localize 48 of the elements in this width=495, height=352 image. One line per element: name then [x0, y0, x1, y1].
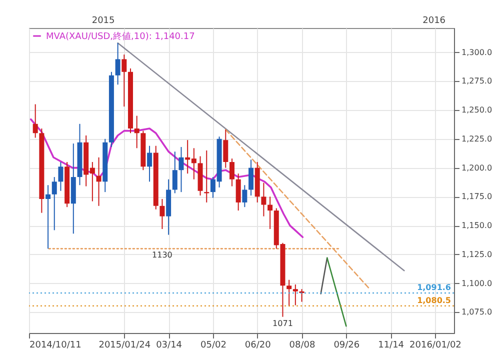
legend-label: MVA(XAU/USD,終値,10): 1,140.17 [46, 31, 195, 42]
y-tick-label: 1,300.0 [462, 48, 492, 57]
y-tick-label: 1,200.0 [462, 163, 492, 172]
candlestick [122, 54, 127, 108]
x-tick-label: 09/26 [334, 340, 360, 350]
candlestick [223, 129, 228, 168]
x-tick-label: 2014/10/11 [30, 340, 82, 350]
candlestick [236, 173, 241, 212]
x2-tick-label: 2015 [92, 16, 115, 26]
y-tick-label: 1,125.0 [462, 250, 492, 259]
y-tick-label: 1,100.0 [462, 278, 492, 288]
x-tick-label: 06/20 [244, 340, 272, 350]
candlestick [32, 104, 38, 138]
candlestick [178, 146, 184, 193]
y-tick-label: 1,275.0 [462, 76, 492, 86]
x-tick-label: 2016/01/02 [410, 340, 462, 350]
y-tick-label: 1,175.0 [462, 192, 492, 202]
candlestick [96, 156, 102, 206]
x2-tick-label: 2016 [422, 16, 446, 26]
candlestick [248, 159, 254, 196]
candlestick [286, 279, 292, 307]
candlestick [52, 176, 57, 231]
x-tick-label: 05/02 [200, 340, 226, 350]
candlestick [46, 184, 51, 250]
candlestick [147, 145, 152, 182]
annotation: 1130 [152, 250, 172, 260]
line-series [30, 118, 304, 238]
candlestick [268, 196, 273, 230]
candlestick [261, 182, 266, 217]
x-tick-label: 03/14 [156, 340, 182, 350]
x-tick-label: 2015/01/24 [98, 340, 151, 350]
candlestick [292, 284, 298, 306]
ref-line-label: 1,080.5 [417, 296, 452, 305]
ref-line-label: 1,091.6 [417, 283, 452, 292]
candlestick [242, 184, 248, 208]
candlestick [172, 151, 178, 194]
x-tick-label: 08/08 [289, 340, 316, 350]
y-tick-label: 1,150.0 [462, 221, 492, 230]
y-tick-label: 1,250.0 [462, 106, 492, 115]
candlestick [134, 115, 140, 149]
candlestick [58, 162, 64, 192]
x-tick-label: 11/14 [378, 340, 404, 350]
y-tick-label: 1,075.0 [462, 308, 492, 317]
y-tick-label: 1,225.0 [462, 134, 492, 144]
candlestick [160, 198, 165, 230]
candlestick [229, 158, 234, 187]
candlestick [115, 42, 120, 86]
annotation: 1071 [272, 318, 293, 328]
